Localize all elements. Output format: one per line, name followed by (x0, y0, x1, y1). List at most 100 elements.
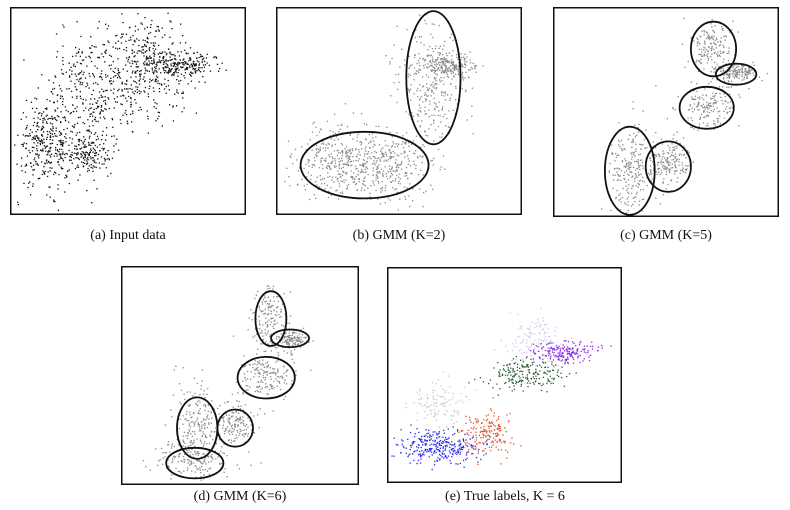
data-point (452, 426, 453, 427)
data-point (73, 65, 74, 66)
data-point (147, 116, 148, 117)
data-point (194, 65, 195, 66)
data-point (234, 429, 235, 430)
data-point (122, 36, 123, 37)
data-point (700, 36, 701, 37)
data-point (725, 40, 726, 41)
data-point (339, 186, 340, 187)
data-point (447, 73, 448, 74)
data-point (676, 140, 677, 141)
data-point (165, 424, 166, 425)
data-point (178, 81, 179, 82)
data-point (623, 188, 624, 189)
data-point (455, 99, 456, 100)
data-point (383, 161, 384, 162)
data-point (634, 156, 635, 157)
data-point (343, 172, 344, 173)
data-point (244, 366, 245, 367)
data-point (311, 175, 312, 176)
data-point (143, 90, 144, 91)
data-point (728, 87, 729, 88)
data-point (430, 60, 431, 61)
data-point (150, 57, 151, 58)
data-point (447, 411, 448, 412)
data-point (63, 64, 64, 65)
data-point (375, 136, 376, 137)
data-point (373, 160, 374, 161)
data-point (480, 437, 481, 438)
data-point (170, 70, 171, 71)
data-point (114, 72, 115, 73)
data-point (94, 65, 95, 66)
data-point (629, 169, 630, 170)
data-point (464, 59, 465, 60)
data-point (247, 378, 248, 379)
data-point (105, 152, 106, 153)
data-point (657, 164, 658, 165)
data-point (350, 165, 351, 166)
data-point (103, 116, 104, 117)
data-point (197, 417, 198, 418)
data-point (627, 173, 628, 174)
data-point (723, 36, 724, 37)
data-point (434, 78, 435, 79)
data-point (707, 107, 708, 108)
data-point (719, 86, 720, 87)
data-point (60, 111, 61, 112)
data-point (386, 154, 387, 155)
data-point (83, 158, 84, 159)
data-point (698, 109, 699, 110)
data-point (626, 212, 627, 213)
data-point (52, 140, 53, 141)
data-point (439, 52, 440, 53)
data-point (65, 141, 66, 142)
data-point (86, 190, 87, 191)
data-point (640, 160, 641, 161)
data-point (364, 123, 365, 124)
data-point (655, 198, 656, 199)
data-point (428, 128, 429, 129)
data-point (107, 155, 108, 156)
data-point (618, 175, 619, 176)
panel-input-data (10, 7, 246, 215)
data-point (115, 35, 116, 36)
data-point (441, 61, 442, 62)
data-point (390, 156, 391, 157)
data-point (413, 451, 414, 452)
data-point (418, 72, 419, 73)
data-point (167, 65, 168, 66)
data-point (616, 157, 617, 158)
data-point (451, 34, 452, 35)
data-point (206, 443, 207, 444)
data-point (253, 337, 254, 338)
data-point (389, 150, 390, 151)
data-point (31, 166, 32, 167)
data-point (666, 171, 667, 172)
data-point (292, 332, 293, 333)
data-point (129, 62, 130, 63)
data-point (145, 466, 146, 467)
data-point (312, 340, 313, 341)
data-point (457, 464, 458, 465)
data-point (261, 311, 262, 312)
data-point (438, 411, 439, 412)
data-point (734, 71, 735, 72)
data-point (744, 77, 745, 78)
data-point (737, 74, 738, 75)
data-point (708, 35, 709, 36)
data-point (706, 38, 707, 39)
data-point (628, 210, 629, 211)
data-point (638, 183, 639, 184)
data-point (175, 468, 176, 469)
data-point (45, 108, 46, 109)
data-point (471, 116, 472, 117)
data-point (81, 84, 82, 85)
data-point (117, 90, 118, 91)
data-point (50, 118, 51, 119)
data-point (420, 58, 421, 59)
data-point (159, 68, 160, 69)
data-point (739, 97, 740, 98)
data-point (697, 106, 698, 107)
data-point (501, 442, 502, 443)
data-point (448, 62, 449, 63)
